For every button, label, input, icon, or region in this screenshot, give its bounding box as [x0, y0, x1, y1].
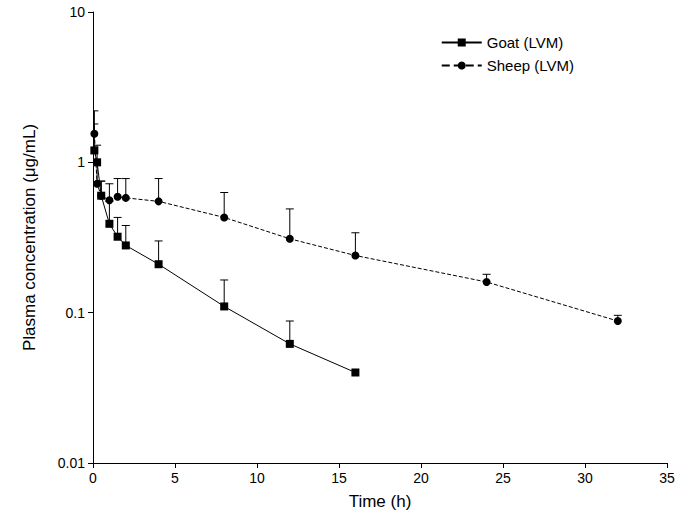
svg-text:15: 15	[331, 470, 347, 486]
svg-text:Plasma concentration (μg/mL): Plasma concentration (μg/mL)	[20, 124, 39, 351]
svg-text:0.1: 0.1	[66, 305, 86, 321]
svg-text:30: 30	[577, 470, 593, 486]
svg-text:Goat (LVM): Goat (LVM)	[487, 34, 563, 51]
svg-text:Sheep (LVM): Sheep (LVM)	[487, 57, 574, 74]
svg-text:5: 5	[171, 470, 179, 486]
svg-text:0: 0	[89, 470, 97, 486]
svg-text:10: 10	[69, 4, 85, 20]
svg-text:35: 35	[659, 470, 675, 486]
svg-text:Time (h): Time (h)	[349, 492, 412, 511]
svg-text:20: 20	[413, 470, 429, 486]
svg-text:10: 10	[249, 470, 265, 486]
svg-text:0.01: 0.01	[58, 455, 85, 471]
svg-text:25: 25	[495, 470, 511, 486]
svg-text:1: 1	[77, 154, 85, 170]
